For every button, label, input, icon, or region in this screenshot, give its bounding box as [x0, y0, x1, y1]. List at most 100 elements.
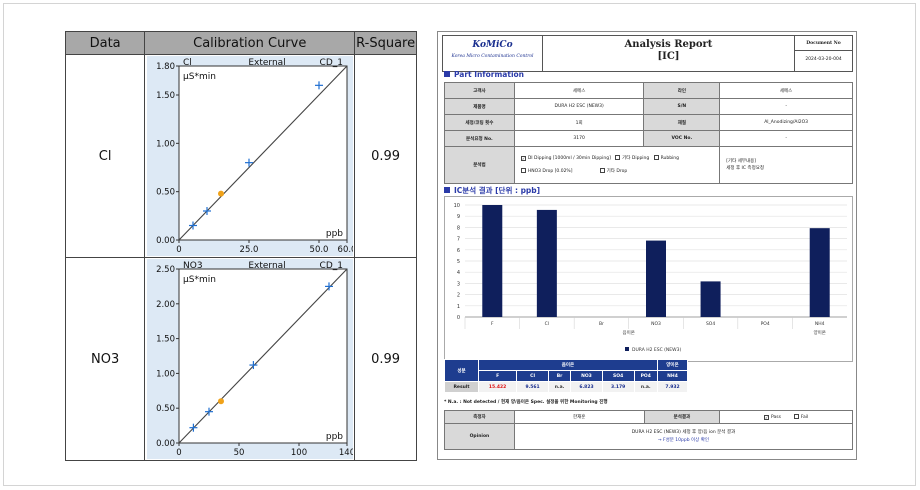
table-row: Cl Cl External CD_1 μS*min ppb 0.00 0.50 1.00 1.…	[64, 54, 417, 258]
y-tick-label: 2	[457, 293, 460, 299]
y-tick-label: 9	[457, 214, 460, 220]
data-header: Data	[64, 31, 146, 55]
ion-name: Cl	[64, 54, 146, 258]
bar-so4	[700, 281, 721, 317]
calibration-plot-cl: Cl External CD_1 μS*min ppb 0.00 0.50 1.00 1.50 1…	[146, 56, 353, 256]
calibration-point	[324, 282, 333, 291]
calibration-point	[202, 207, 211, 215]
x-tick-label: Cl	[545, 321, 549, 327]
opinion-table: 측정자 한재훈 분석결과 ✓ Pass Fail Opinion DURA H2 …	[444, 410, 854, 450]
plot-ion-label: NO3	[183, 261, 203, 271]
x-tick-label: 60.0	[337, 245, 352, 255]
bar-f	[482, 205, 503, 317]
sample-point	[217, 190, 224, 197]
curve-header: Calibration Curve	[144, 31, 356, 55]
y-tick-label: 0	[457, 315, 460, 321]
ion-name: NO3	[64, 257, 146, 461]
r-square-value: 0.99	[354, 257, 417, 461]
y-tick-label: 1.50	[156, 91, 175, 101]
checkbox[interactable]	[520, 168, 526, 173]
x-tick-label: NH4	[815, 321, 825, 327]
x-tick-label: SO4	[706, 321, 715, 327]
part-info-table: 고객사 세메스 라인 세메스 제품명 DURA H2 ESC (NEW3) S/…	[444, 82, 853, 184]
y-tick-label: 1.80	[156, 62, 175, 72]
plot-ion-label: Cl	[183, 58, 192, 68]
x-tick-label: PO4	[761, 321, 770, 327]
checkbox[interactable]	[615, 155, 621, 160]
plot-mode-label: External	[248, 58, 285, 68]
y-tick-label: 1.50	[156, 335, 175, 345]
bar-nh4	[809, 228, 830, 317]
section-ic-result: IC분석 결과 [단위 : ppb]	[444, 185, 540, 196]
x-tick-label: 50	[233, 448, 244, 458]
y-tick-label: 1.00	[156, 369, 175, 379]
x-tick-label: 100	[291, 448, 307, 458]
y-tick-label: 3	[457, 281, 460, 287]
y-tick-label: 7	[457, 237, 460, 243]
x-tick-label: 50.0	[309, 245, 328, 255]
y-tick-label: 1	[457, 304, 460, 310]
y-tick-label: 0.50	[156, 404, 175, 414]
report-title: Analysis Report [IC]	[624, 39, 713, 62]
y-tick-label: 1.00	[156, 139, 175, 149]
report-header: KoMiCo Korea Micro Contamination Control…	[442, 35, 853, 72]
bar-no3	[646, 240, 666, 317]
y-tick-label: 5	[457, 259, 460, 265]
x-tick-label: 0	[176, 448, 181, 458]
calibration-point	[244, 158, 253, 167]
y-tick-label: 0.00	[156, 439, 175, 449]
anion-group-label: 음이온	[623, 329, 635, 336]
document-number: Document No 2024-03-20-004	[794, 36, 852, 71]
komico-logo: KoMiCo Korea Micro Contamination Control	[443, 36, 543, 71]
ic-bar-chart: 0 1 2 3 4 5 6 7 8 9 10 F Cl Br NO3 SO4 PO4 NH4 음이온 양이온 DURA …	[444, 196, 853, 362]
square-bullet-icon	[444, 71, 450, 77]
plot-y-unit: μS*min	[183, 72, 216, 82]
table-row: NO3 NO3 External CD_1 μS*min ppb 0.00 0.50 1.00…	[64, 257, 417, 461]
y-tick-label: 2.00	[156, 300, 175, 310]
y-tick-label: 0.00	[156, 236, 175, 246]
note-text: * N.a. : Not detected / 현재 양/음이온 Spec. 설…	[444, 400, 608, 405]
x-tick-label: F	[491, 321, 494, 327]
x-tick-label: NO3	[651, 321, 661, 327]
x-tick-label: 0	[176, 245, 181, 255]
x-tick-label: 25.0	[239, 245, 258, 255]
calibration-line	[178, 268, 348, 444]
y-tick-label: 6	[457, 248, 460, 254]
plot-detector-label: CD_1	[319, 58, 342, 68]
calibration-point	[249, 361, 258, 370]
y-tick-label: 0.50	[156, 188, 175, 198]
calibration-table: Data Calibration Curve R-Square Cl Cl Ext…	[64, 31, 417, 461]
y-tick-label: 10	[454, 203, 460, 209]
cation-group-label: 양이온	[814, 329, 826, 336]
y-tick-label: 8	[457, 225, 460, 231]
pass-checkbox[interactable]: ✓	[764, 415, 769, 420]
calibration-plot-no3: NO3 External CD_1 μS*min ppb 0.00 0.50 1.00 1.50…	[146, 259, 353, 459]
calibration-point	[314, 81, 323, 90]
result-table: 성분 음이온 양이온 F Cl Br NO3 SO4 PO4 NH4 Resul…	[444, 359, 688, 393]
plot-x-unit: ppb	[326, 229, 343, 239]
plot-mode-label: External	[248, 261, 285, 271]
rsq-header: R-Square	[354, 31, 417, 55]
y-tick-label: 4	[457, 270, 460, 276]
checkbox-checked[interactable]: ✓	[520, 156, 526, 161]
plot-y-unit: μS*min	[183, 275, 216, 285]
sample-point	[217, 398, 224, 405]
checkbox[interactable]	[653, 155, 659, 160]
legend-swatch	[625, 347, 629, 351]
checkbox[interactable]	[599, 168, 605, 173]
bar-cl	[536, 209, 557, 317]
calibration-point	[189, 423, 198, 432]
x-tick-label: Br	[599, 321, 604, 327]
plot-x-unit: ppb	[326, 432, 343, 442]
x-tick-label: 140	[339, 448, 353, 458]
plot-detector-label: CD_1	[319, 261, 342, 271]
analysis-report: KoMiCo Korea Micro Contamination Control…	[437, 31, 857, 460]
fail-checkbox[interactable]	[793, 414, 799, 419]
legend-label: DURA H2 ESC (NEW3)	[632, 347, 681, 353]
r-square-value: 0.99	[354, 54, 417, 258]
y-tick-label: 2.50	[156, 265, 175, 275]
calibration-point	[188, 221, 197, 230]
square-bullet-icon	[444, 187, 450, 193]
section-part-info: Part Information	[444, 70, 524, 79]
calibration-point	[204, 407, 213, 416]
